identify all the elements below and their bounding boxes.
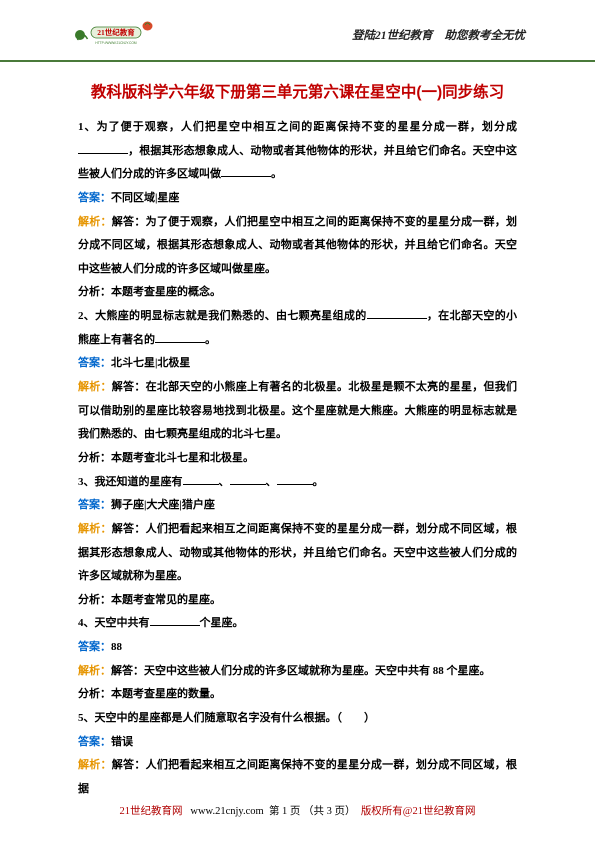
blank	[78, 142, 128, 154]
document-body: 教科版科学六年级下册第三单元第六课在星空中(一)同步练习 1、为了便于观察，人们…	[0, 62, 595, 802]
answer-label: 答案：	[78, 641, 111, 653]
q3-answer: 答案：狮子座|大犬座|猎户座	[78, 494, 517, 518]
explain-label: 解析：	[78, 216, 112, 228]
slogan-right: 助您教考全无忧	[445, 27, 526, 43]
q3-explain: 解析：解答：人们把看起来相互之间距离保持不变的星星分成一群，划分成不同区域，根据…	[78, 518, 517, 589]
explain-label: 解析：	[78, 523, 112, 535]
answer-label: 答案：	[78, 192, 111, 204]
q2-end: 。	[205, 334, 216, 346]
footer-site: 21世纪教育网	[120, 806, 183, 817]
blank	[155, 331, 205, 343]
blank	[183, 473, 219, 485]
answer-text: 北斗七星|北极星	[111, 357, 190, 369]
answer-text: 88	[111, 641, 122, 653]
answer-label: 答案：	[78, 357, 111, 369]
q2-stem: 2、大熊座的明显标志就是我们熟悉的、由七颗亮星组成的，在北部天空的小熊座上有著名…	[78, 305, 517, 352]
answer-label: 答案：	[78, 499, 111, 511]
document-title: 教科版科学六年级下册第三单元第六课在星空中(一)同步练习	[78, 80, 517, 102]
explain-label: 解析：	[78, 759, 112, 771]
q2-explain: 解析：解答：在北部天空的小熊座上有著名的北极星。北极星是颗不太亮的星星，但我们可…	[78, 376, 517, 447]
explain-text: 解答：在北部天空的小熊座上有著名的北极星。北极星是颗不太亮的星星，但我们可以借助…	[78, 381, 517, 440]
q5-answer: 答案：错误	[78, 731, 517, 755]
q3-end: 。	[313, 476, 324, 488]
explain-label: 解析：	[78, 381, 112, 393]
blank	[221, 165, 271, 177]
q2-analysis: 分析：本题考查北斗七星和北极星。	[78, 447, 517, 471]
q4-explain: 解析：解答：天空中这些被人们分成的许多区域就称为星座。天空中共有 88 个星座。	[78, 660, 517, 684]
explain-text: 解答：天空中这些被人们分成的许多区域就称为星座。天空中共有 88 个星座。	[111, 665, 491, 677]
footer-page: 第 1 页 （共 3 页）	[269, 806, 356, 817]
header-slogan: 登陆21世纪教育 助您教考全无忧	[352, 27, 525, 43]
q4-pre: 4、天空中共有	[78, 617, 150, 629]
q1-end: 。	[271, 168, 282, 180]
q3-mid2: 、	[266, 476, 277, 488]
q2-answer: 答案：北斗七星|北极星	[78, 352, 517, 376]
blank	[277, 473, 313, 485]
q5-stem: 5、天空中的星座都是人们随意取名字没有什么根据。（ ）	[78, 707, 517, 731]
explain-text: 解答：人们把看起来相互之间距离保持不变的星星分成一群，划分成不同区域，根据其形态…	[78, 523, 517, 582]
q1-post: ，根据其形态想象成人、动物或者其他物体的形状，并且给它们命名。天空中这些被人们分…	[78, 145, 517, 181]
explain-label: 解析：	[78, 665, 111, 677]
blank	[367, 307, 427, 319]
answer-text: 不同区域|星座	[111, 192, 179, 204]
page-footer: 21世纪教育网 www.21cnjy.com 第 1 页 （共 3 页） 版权所…	[0, 803, 595, 818]
footer-url: www.21cnjy.com	[190, 806, 263, 817]
blank	[230, 473, 266, 485]
page-header: 21世纪教育 HTTP://WWW.21CNJY.COM 登陆21世纪教育 助您…	[0, 0, 595, 62]
brand-text: 21世纪教育	[97, 27, 135, 37]
explain-text: 解答：人们把看起来相互之间距离保持不变的星星分成一群，划分成不同区域，根据	[78, 759, 517, 795]
explain-text: 解答：为了便于观察，人们把星空中相互之间的距离保持不变的星星分成一群，划分成不同…	[78, 216, 517, 275]
q4-stem: 4、天空中共有 个星座。	[78, 612, 517, 636]
brand-url: HTTP://WWW.21CNJY.COM	[95, 41, 137, 45]
q2-pre: 2、大熊座的明显标志就是我们熟悉的、由七颗亮星组成的	[78, 310, 367, 322]
q3-pre: 3、我还知道的星座有	[78, 476, 183, 488]
q5-explain: 解析：解答：人们把看起来相互之间距离保持不变的星星分成一群，划分成不同区域，根据	[78, 754, 517, 801]
logo-area: 21世纪教育 HTTP://WWW.21CNJY.COM	[70, 18, 160, 52]
answer-label: 答案：	[78, 736, 111, 748]
logo-icon: 21世纪教育 HTTP://WWW.21CNJY.COM	[70, 18, 160, 52]
answer-text: 错误	[111, 736, 133, 748]
q1-analysis: 分析：本题考查星座的概念。	[78, 281, 517, 305]
q4-analysis: 分析：本题考查星座的数量。	[78, 683, 517, 707]
answer-text: 狮子座|大犬座|猎户座	[111, 499, 215, 511]
q3-mid1: 、	[219, 476, 230, 488]
blank	[150, 614, 200, 626]
slogan-left: 登陆21世纪教育	[352, 27, 433, 43]
q4-answer: 答案：88	[78, 636, 517, 660]
q3-stem: 3、我还知道的星座有 、 、 。	[78, 471, 517, 495]
q1-stem: 1、为了便于观察，人们把星空中相互之间的距离保持不变的星星分成一群，划分成 ，根据…	[78, 116, 517, 187]
q1-answer: 答案：不同区域|星座	[78, 187, 517, 211]
footer-copyright: 版权所有@21世纪教育网	[361, 806, 476, 817]
q4-post: 个星座。	[200, 617, 244, 629]
q3-analysis: 分析：本题考查常见的星座。	[78, 589, 517, 613]
q1-pre: 1、为了便于观察，人们把星空中相互之间的距离保持不变的星星分成一群，划分成	[78, 121, 517, 133]
q1-explain: 解析：解答：为了便于观察，人们把星空中相互之间的距离保持不变的星星分成一群，划分…	[78, 211, 517, 282]
